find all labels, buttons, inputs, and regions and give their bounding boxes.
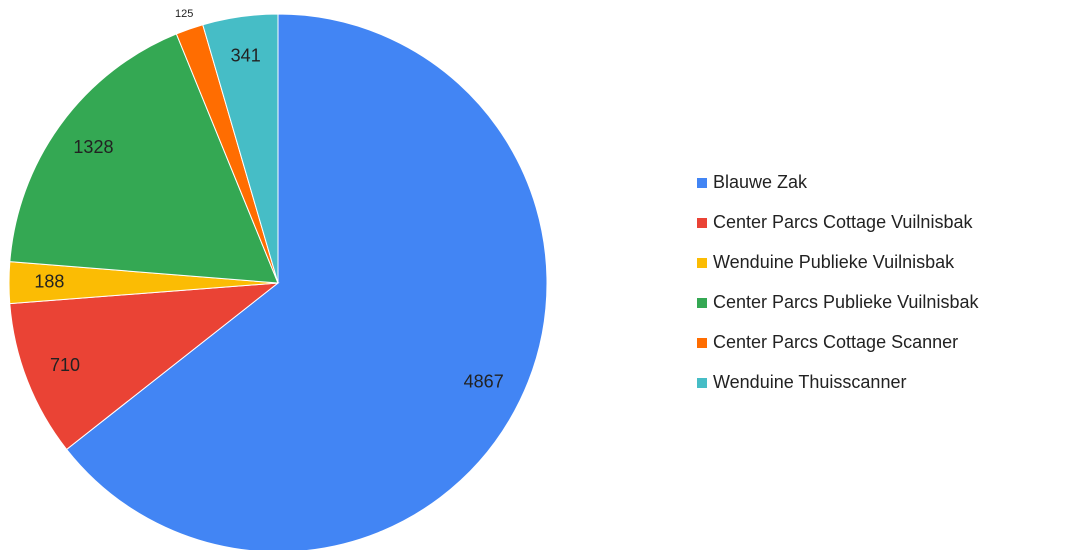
legend-label: Center Parcs Cottage Vuilnisbak <box>713 212 973 232</box>
legend-swatch <box>697 178 707 188</box>
data-label: 125 <box>175 8 193 20</box>
data-label: 188 <box>34 271 64 291</box>
legend-label: Wenduine Thuisscanner <box>713 372 906 392</box>
legend-swatch <box>697 378 707 388</box>
pie-slice <box>9 33 279 284</box>
data-label: 341 <box>231 45 261 65</box>
legend-label: Center Parcs Cottage Scanner <box>713 332 958 352</box>
data-label: 1328 <box>73 137 113 157</box>
pie-slice <box>9 282 280 451</box>
legend-swatch <box>697 218 707 228</box>
legend-label: Center Parcs Publieke Vuilnisbak <box>713 292 979 312</box>
legend-label: Blauwe Zak <box>713 172 808 192</box>
legend-label: Wenduine Publieke Vuilnisbak <box>713 252 955 272</box>
data-label: 710 <box>50 355 80 375</box>
data-label: 4867 <box>464 372 504 392</box>
legend-swatch <box>697 338 707 348</box>
legend-swatch <box>697 258 707 268</box>
pie-slice <box>65 13 548 550</box>
pie-slice <box>202 13 279 284</box>
legend-swatch <box>697 298 707 308</box>
